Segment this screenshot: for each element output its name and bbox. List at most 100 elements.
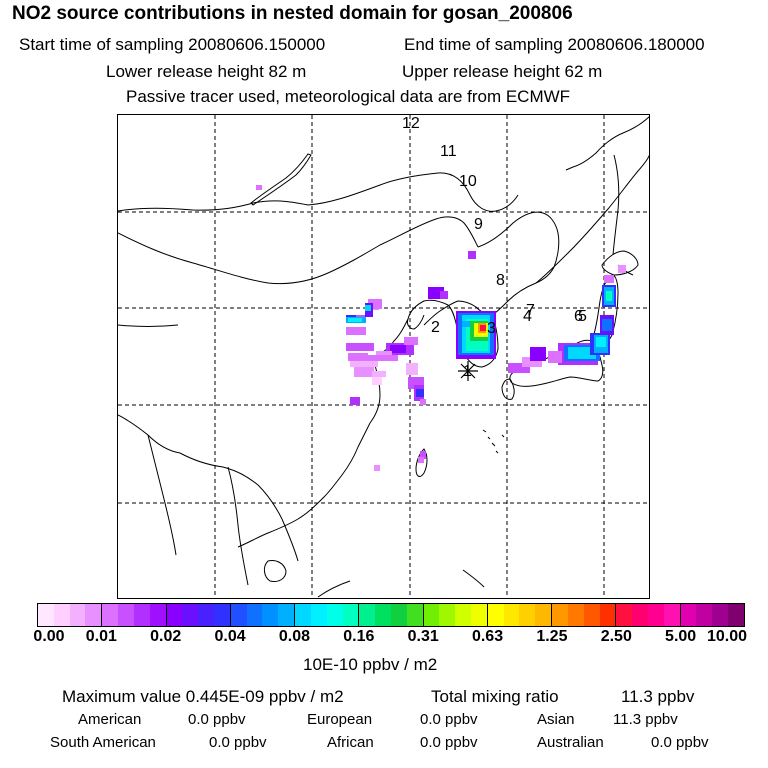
color-swatch xyxy=(487,604,504,626)
region-value: 0.0 ppbv xyxy=(651,734,709,751)
color-swatch xyxy=(69,604,86,626)
region-value: 11.3 ppbv xyxy=(613,711,678,728)
color-swatch xyxy=(342,604,359,626)
color-swatch xyxy=(680,604,697,626)
color-swatch xyxy=(262,604,279,626)
color-swatch xyxy=(663,604,680,626)
lower-release-label: Lower release height 82 m xyxy=(106,62,307,81)
region-name: African xyxy=(327,734,374,751)
color-scale-tick: 0.02 xyxy=(150,628,182,645)
color-scale-tick: 0.63 xyxy=(471,628,504,645)
color-scale-tick: 0.00 xyxy=(33,628,65,645)
color-swatch xyxy=(38,604,54,626)
page-title: NO2 source contributions in nested domai… xyxy=(12,3,573,24)
color-swatch xyxy=(455,604,472,626)
trajectory-label: 12 xyxy=(402,115,420,132)
tracer-note: Passive tracer used, meteorological data… xyxy=(126,87,571,106)
color-swatch xyxy=(278,604,295,626)
color-swatch xyxy=(616,604,633,626)
region-name: South American xyxy=(50,734,156,751)
color-swatch xyxy=(599,604,616,626)
trajectory-label: 10 xyxy=(459,173,477,190)
color-swatch xyxy=(583,604,600,626)
color-scale-cell xyxy=(359,604,424,626)
color-swatch xyxy=(503,604,520,626)
color-swatch xyxy=(326,604,343,626)
color-swatch xyxy=(166,604,183,626)
color-scale-cell xyxy=(552,604,617,626)
color-scale-cell xyxy=(102,604,167,626)
color-swatch xyxy=(118,604,134,626)
color-swatch xyxy=(712,604,729,626)
trajectory-label: 6 xyxy=(574,308,583,325)
color-swatch xyxy=(198,604,214,626)
trajectory-label: 7 xyxy=(526,302,535,319)
region-name: Australian xyxy=(537,734,604,751)
color-scale-tick: 0.04 xyxy=(214,628,246,645)
end-time-label: End time of sampling 20080606.180000 xyxy=(404,35,705,54)
star-marker xyxy=(458,361,478,381)
region-name: European xyxy=(307,711,373,728)
color-scale-tick: 10.00 xyxy=(706,628,748,645)
color-scale-cell xyxy=(423,604,488,626)
color-swatch xyxy=(182,604,199,626)
color-scale-cell xyxy=(166,604,231,626)
trajectory-label: 1 xyxy=(463,363,472,380)
color-swatch xyxy=(310,604,327,626)
upper-release-label: Upper release height 62 m xyxy=(402,62,603,81)
color-scale-unit: 10E-10 ppbv / m2 xyxy=(303,655,438,674)
color-swatch xyxy=(102,604,119,626)
trajectory-label: 8 xyxy=(496,272,505,289)
region-value: 0.0 ppbv xyxy=(420,734,478,751)
total-mixing-label: Total mixing ratio xyxy=(431,687,559,706)
color-scale-tick: 2.50 xyxy=(600,628,632,645)
trajectory-label: 9 xyxy=(474,216,483,233)
color-swatch xyxy=(133,604,150,626)
region-value: 0.0 ppbv xyxy=(188,711,246,728)
color-scale-cell xyxy=(487,604,553,626)
color-swatch xyxy=(696,604,713,626)
color-scale-cell xyxy=(230,604,296,626)
color-swatch xyxy=(648,604,664,626)
region-name: American xyxy=(78,711,142,728)
color-scale-tick: 1.25 xyxy=(536,628,568,645)
color-swatch xyxy=(632,604,649,626)
color-swatch xyxy=(519,604,536,626)
color-scale-tick: 0.31 xyxy=(407,628,439,645)
concentration-field xyxy=(256,185,626,471)
color-swatch xyxy=(406,604,423,626)
color-swatch xyxy=(439,604,456,626)
color-scale xyxy=(37,603,745,627)
start-time-label: Start time of sampling 20080606.150000 xyxy=(19,35,326,54)
map-grid xyxy=(118,115,649,598)
color-swatch xyxy=(728,604,744,626)
trajectory-label: 2 xyxy=(431,319,440,336)
color-swatch xyxy=(567,604,584,626)
region-value: 0.0 ppbv xyxy=(420,711,478,728)
color-swatch xyxy=(85,604,102,626)
color-swatch xyxy=(423,604,440,626)
color-scale-tick: 0.01 xyxy=(85,628,117,645)
color-scale-cell xyxy=(616,604,681,626)
region-value: 0.0 ppbv xyxy=(209,734,267,751)
color-scale-tick: 5.00 xyxy=(665,628,697,645)
trajectory-label: 4 xyxy=(523,308,532,325)
color-swatch xyxy=(535,604,552,626)
color-swatch xyxy=(246,604,263,626)
total-mixing-value: 11.3 ppbv xyxy=(621,687,695,706)
map-canvas xyxy=(118,115,649,598)
color-scale-cell xyxy=(295,604,360,626)
color-swatch xyxy=(359,604,376,626)
color-swatch xyxy=(375,604,391,626)
color-swatch xyxy=(295,604,311,626)
color-swatch xyxy=(471,604,487,626)
color-swatch xyxy=(230,604,247,626)
color-scale-cell xyxy=(680,604,744,626)
color-swatch xyxy=(390,604,407,626)
maximum-value-label: Maximum value 0.445E-09 ppbv / m2 xyxy=(62,687,344,706)
color-swatch xyxy=(552,604,568,626)
region-name: Asian xyxy=(537,711,575,728)
trajectory-label: 3 xyxy=(487,320,496,337)
trajectory-label: 5 xyxy=(578,308,587,325)
color-swatch xyxy=(213,604,230,626)
